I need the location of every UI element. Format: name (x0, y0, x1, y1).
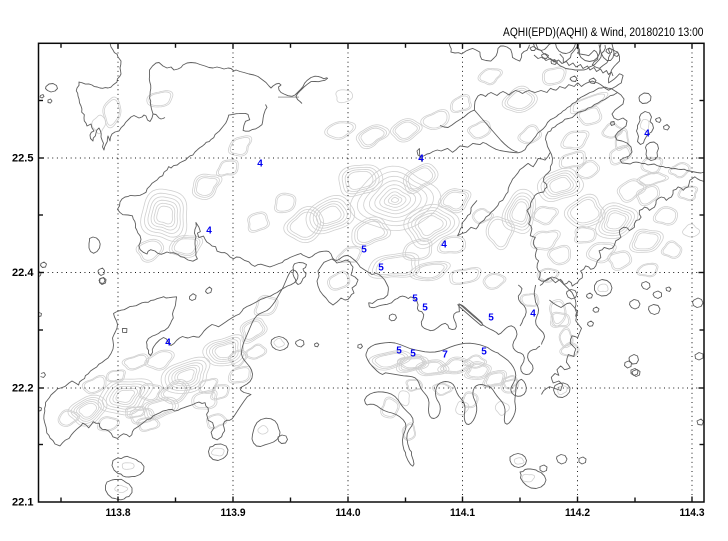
svg-text:5: 5 (410, 348, 416, 359)
svg-text:AQHI(EPD)(AQHI) & Wind, 201802: AQHI(EPD)(AQHI) & Wind, 20180210 13:00 (503, 27, 704, 39)
svg-text:5: 5 (412, 293, 418, 304)
svg-text:4: 4 (165, 337, 171, 348)
svg-text:4: 4 (418, 153, 424, 164)
svg-text:114.3: 114.3 (680, 507, 705, 519)
svg-text:114.0: 114.0 (336, 507, 361, 519)
svg-text:5: 5 (481, 346, 487, 357)
svg-text:4: 4 (644, 128, 650, 139)
svg-text:113.8: 113.8 (106, 507, 131, 519)
svg-text:4: 4 (257, 158, 263, 169)
svg-text:5: 5 (378, 262, 384, 273)
svg-text:114.2: 114.2 (565, 507, 590, 519)
svg-text:5: 5 (396, 345, 402, 356)
svg-text:5: 5 (422, 302, 428, 313)
svg-text:113.9: 113.9 (221, 507, 246, 519)
svg-text:22.5: 22.5 (12, 153, 34, 165)
svg-text:4: 4 (530, 308, 536, 319)
svg-text:5: 5 (361, 244, 367, 255)
svg-text:22.4: 22.4 (12, 267, 34, 279)
svg-text:22.2: 22.2 (12, 383, 34, 395)
svg-text:22.1: 22.1 (12, 497, 34, 509)
svg-text:7: 7 (442, 349, 448, 360)
svg-text:4: 4 (441, 239, 447, 250)
svg-text:114.1: 114.1 (450, 507, 475, 519)
svg-text:4: 4 (206, 225, 212, 236)
svg-text:5: 5 (488, 312, 494, 323)
